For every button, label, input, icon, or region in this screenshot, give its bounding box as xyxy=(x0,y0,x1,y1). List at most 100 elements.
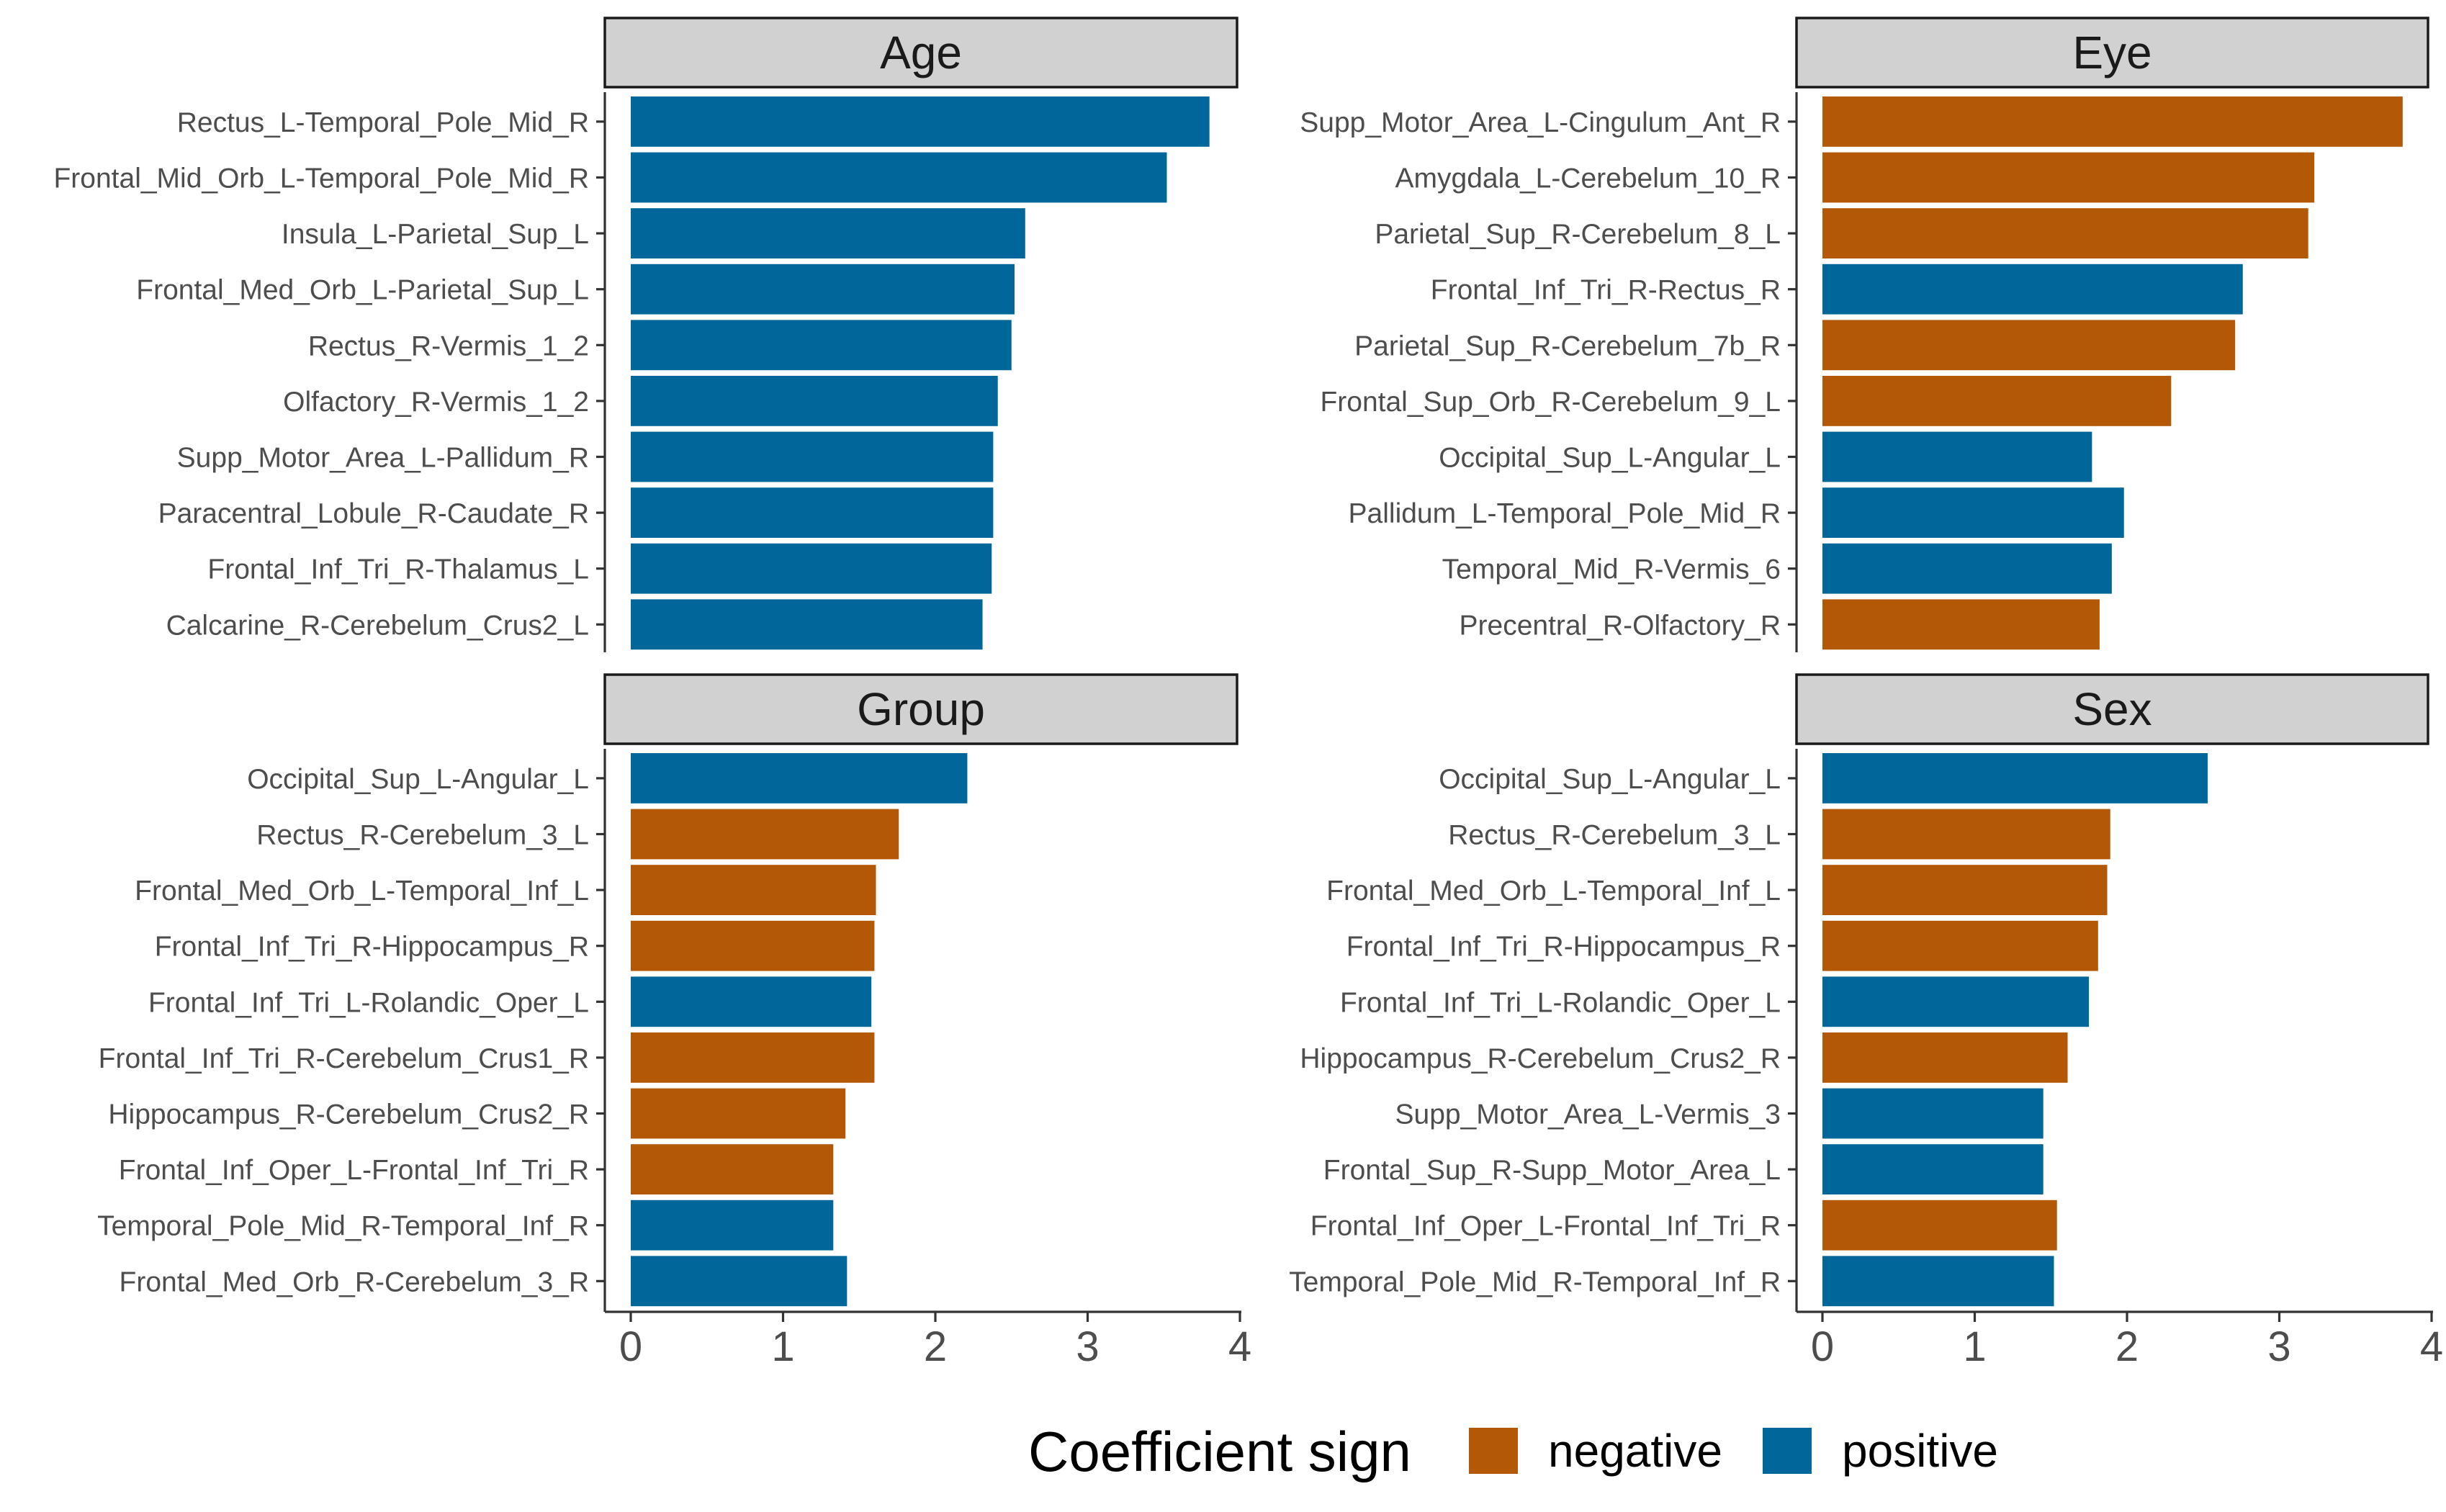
legend-key-negative xyxy=(1469,1428,1518,1474)
bar xyxy=(631,753,968,804)
chart-panels: Age Rectus_L-Temporal_Pole_Mid_R Frontal_M… xyxy=(53,17,2443,1370)
panel-strip-eye xyxy=(1795,17,2429,89)
bar xyxy=(1822,376,2172,426)
legend-key-positive xyxy=(1763,1428,1812,1474)
legend-label-negative: negative xyxy=(1548,1425,1722,1477)
category-label: Temporal_Pole_Mid_R-Temporal_Inf_R xyxy=(1289,1266,1781,1297)
bar xyxy=(1822,152,2315,203)
bar xyxy=(631,431,994,482)
category-label: Hippocampus_R-Cerebelum_Crus2_R xyxy=(108,1099,589,1130)
bar xyxy=(631,1144,834,1194)
panel-title-eye: Eye xyxy=(2072,27,2152,78)
bar xyxy=(631,543,992,594)
panel-strip-group xyxy=(603,673,1238,745)
bar xyxy=(1822,1088,2043,1139)
category-label: Frontal_Inf_Oper_L-Frontal_Inf_Tri_R xyxy=(119,1155,589,1186)
category-label: Temporal_Pole_Mid_R-Temporal_Inf_R xyxy=(97,1211,589,1242)
x-tick-label: 3 xyxy=(1076,1323,1099,1370)
x-tick-label: 0 xyxy=(619,1323,642,1370)
bar xyxy=(1822,1032,2068,1083)
category-label: Frontal_Med_Orb_L-Temporal_Inf_L xyxy=(1326,876,1781,906)
category-label: Calcarine_R-Cerebelum_Crus2_L xyxy=(166,610,589,641)
category-label: Frontal_Inf_Tri_R-Thalamus_L xyxy=(207,554,589,585)
bar xyxy=(1822,431,2092,482)
bar xyxy=(631,976,872,1027)
category-label: Frontal_Inf_Tri_R-Hippocampus_R xyxy=(155,932,589,963)
bar xyxy=(631,1032,875,1083)
category-label: Frontal_Sup_Orb_R-Cerebelum_9_L xyxy=(1320,387,1781,418)
bar xyxy=(631,320,1012,371)
bar xyxy=(631,1200,834,1251)
x-tick-label: 4 xyxy=(2420,1323,2443,1370)
category-label: Hippocampus_R-Cerebelum_Crus2_R xyxy=(1300,1043,1781,1074)
bar xyxy=(631,487,994,538)
bar xyxy=(631,1088,846,1139)
category-label: Rectus_L-Temporal_Pole_Mid_R xyxy=(177,107,589,138)
category-label: Paracentral_Lobule_R-Caudate_R xyxy=(158,498,589,529)
bar xyxy=(631,208,1025,258)
category-label: Supp_Motor_Area_L-Pallidum_R xyxy=(177,443,589,474)
x-tick-label: 2 xyxy=(2115,1323,2139,1370)
bar xyxy=(631,920,875,971)
bar xyxy=(1822,865,2108,915)
category-label: Supp_Motor_Area_L-Vermis_3 xyxy=(1395,1099,1781,1130)
category-label: Frontal_Inf_Tri_R-Hippocampus_R xyxy=(1346,932,1781,963)
category-label: Amygdala_L-Cerebelum_10_R xyxy=(1395,163,1781,194)
category-label: Frontal_Inf_Tri_R-Cerebelum_Crus1_R xyxy=(99,1043,589,1074)
category-label: Rectus_R-Cerebelum_3_L xyxy=(1448,820,1781,851)
category-label: Occipital_Sup_L-Angular_L xyxy=(1439,764,1781,795)
legend-title: Coefficient sign xyxy=(1028,1420,1411,1483)
category-label: Rectus_R-Cerebelum_3_L xyxy=(256,820,589,851)
bar xyxy=(1822,1256,2054,1307)
bar xyxy=(1822,96,2403,147)
bar xyxy=(631,264,1015,315)
panel-title-sex: Sex xyxy=(2072,683,2152,735)
category-label: Frontal_Inf_Tri_R-Rectus_R xyxy=(1431,275,1781,306)
bar xyxy=(1822,920,2098,971)
x-tick-label: 0 xyxy=(1811,1323,1834,1370)
category-label: Supp_Motor_Area_L-Cingulum_Ant_R xyxy=(1300,107,1781,138)
bar xyxy=(1822,809,2110,860)
bar xyxy=(631,376,998,426)
x-tick-label: 3 xyxy=(2267,1323,2290,1370)
x-tick-label: 4 xyxy=(1228,1323,1251,1370)
panel-title-group: Group xyxy=(857,683,985,735)
bar xyxy=(631,152,1167,203)
category-label: Frontal_Inf_Tri_L-Rolandic_Oper_L xyxy=(148,987,589,1018)
bar xyxy=(1822,543,2112,594)
bar xyxy=(631,809,899,860)
bar xyxy=(1822,1144,2043,1194)
category-label: Insula_L-Parietal_Sup_L xyxy=(282,219,589,250)
category-label: Frontal_Med_Orb_L-Temporal_Inf_L xyxy=(135,876,589,906)
bar xyxy=(1822,320,2236,371)
x-tick-label: 2 xyxy=(924,1323,947,1370)
bar xyxy=(631,599,983,650)
panel-eye: Eye Supp_Motor_Area_L-Cingulum_Ant_R Amygd… xyxy=(1300,17,2429,652)
panel-title-age: Age xyxy=(880,27,962,78)
category-label: Olfactory_R-Vermis_1_2 xyxy=(283,387,589,418)
category-label: Frontal_Inf_Oper_L-Frontal_Inf_Tri_R xyxy=(1310,1211,1781,1242)
panel-age: Age Rectus_L-Temporal_Pole_Mid_R Frontal_M… xyxy=(53,17,1238,652)
bar xyxy=(1822,487,2124,538)
category-label: Frontal_Med_Orb_L-Parietal_Sup_L xyxy=(136,275,589,306)
x-tick-label: 1 xyxy=(1963,1323,1986,1370)
category-label: Frontal_Sup_R-Supp_Motor_Area_L xyxy=(1323,1155,1781,1186)
bar xyxy=(1822,208,2308,258)
category-label: Temporal_Mid_R-Vermis_6 xyxy=(1442,554,1781,585)
bar xyxy=(631,96,1210,147)
category-label: Occipital_Sup_L-Angular_L xyxy=(247,764,589,795)
category-label: Frontal_Inf_Tri_L-Rolandic_Oper_L xyxy=(1340,987,1781,1018)
category-label: Occipital_Sup_L-Angular_L xyxy=(1439,443,1781,474)
bar xyxy=(1822,753,2208,804)
legend-label-positive: positive xyxy=(1842,1425,1998,1477)
category-label: Frontal_Mid_Orb_L-Temporal_Pole_Mid_R xyxy=(53,163,589,194)
bar xyxy=(1822,976,2090,1027)
category-label: Parietal_Sup_R-Cerebelum_7b_R xyxy=(1354,330,1781,361)
bar xyxy=(1822,599,2100,650)
category-label: Rectus_R-Vermis_1_2 xyxy=(308,330,589,361)
category-label: Precentral_R-Olfactory_R xyxy=(1460,610,1781,641)
category-label: Parietal_Sup_R-Cerebelum_8_L xyxy=(1375,219,1781,250)
bar xyxy=(1822,264,2243,315)
panel-strip-sex xyxy=(1795,673,2429,745)
